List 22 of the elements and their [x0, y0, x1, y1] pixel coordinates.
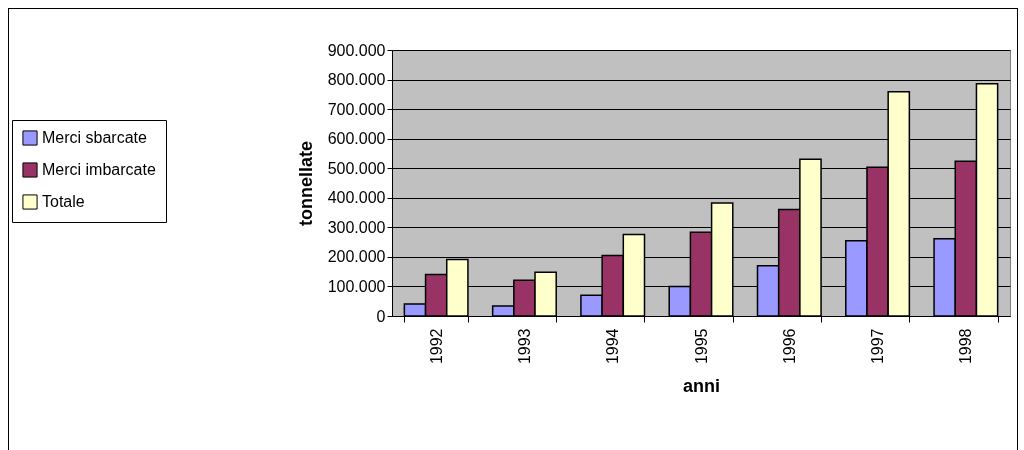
y-tick-label: 100.000 — [327, 277, 386, 295]
x-axis-title: anni — [682, 376, 721, 397]
y-tick-label: 300.000 — [327, 218, 386, 236]
y-tick-label: 200.000 — [327, 248, 386, 266]
y-tick-label: 800.000 — [327, 71, 386, 89]
x-tick-label: 1998 — [957, 328, 975, 365]
y-axis-title: tonnellate — [295, 140, 316, 227]
x-tick-label: 1993 — [515, 328, 533, 365]
x-tick-label: 1992 — [427, 328, 445, 365]
legend-label: Merci sbarcate — [42, 129, 148, 146]
x-tick-label: 1995 — [692, 328, 710, 365]
y-tick-label: 400.000 — [327, 189, 386, 207]
x-tick-label: 1997 — [869, 328, 887, 365]
y-tick-label: 500.000 — [327, 159, 386, 177]
y-tick-label: 0 — [376, 307, 386, 325]
legend-label: Totale — [42, 193, 85, 210]
y-tick-label: 600.000 — [327, 130, 386, 148]
x-tick-label: 1994 — [604, 328, 622, 365]
x-tick-label: 1996 — [780, 328, 798, 365]
legend-label: Merci imbarcate — [42, 161, 156, 178]
y-tick-label: 700.000 — [327, 100, 386, 118]
y-tick-label: 900.000 — [327, 41, 386, 59]
